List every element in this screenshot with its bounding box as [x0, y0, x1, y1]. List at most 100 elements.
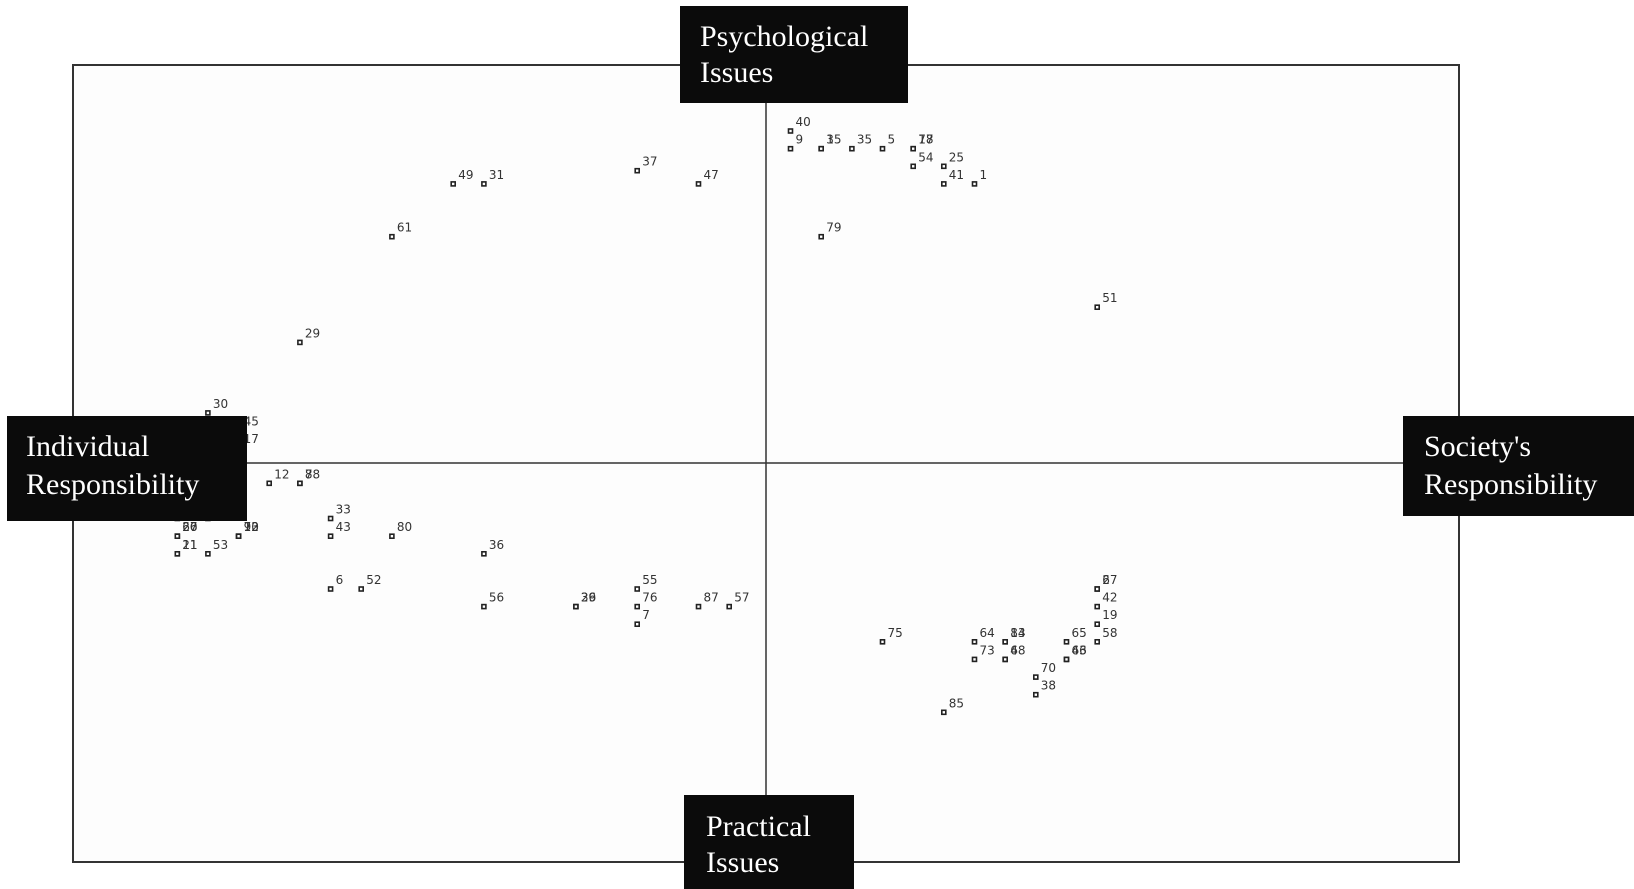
data-point-6: 6: [327, 573, 343, 592]
point-marker: [940, 181, 947, 187]
point-marker: [695, 603, 702, 610]
point-label: 30: [213, 397, 228, 411]
point-marker: [1063, 656, 1070, 663]
point-marker: [327, 515, 334, 522]
point-label: 45: [244, 415, 259, 429]
data-point-66: 66: [174, 520, 198, 540]
point-marker: [174, 533, 181, 540]
point-marker: [726, 603, 733, 610]
axis-label-right-line2: Responsibility: [1424, 468, 1597, 501]
point-marker: [327, 533, 334, 540]
data-point-25: 25: [940, 150, 964, 170]
point-marker: [940, 709, 947, 716]
data-point-76: 76: [634, 591, 657, 610]
point-marker: [1094, 586, 1100, 592]
point-label: 65: [1072, 626, 1087, 640]
point-label: 66: [182, 520, 197, 534]
point-label: 77: [918, 133, 933, 147]
point-label: 47: [704, 168, 719, 182]
point-marker: [787, 128, 794, 134]
data-point-64: 64: [971, 626, 995, 645]
data-point-56: 56: [481, 591, 504, 610]
point-marker: [481, 550, 487, 557]
point-label: 27: [182, 520, 197, 534]
point-label: 73: [980, 643, 995, 657]
point-label: 8: [305, 467, 313, 481]
axis-label-left-line1: Individual: [26, 430, 149, 463]
axis-label-right-line1: Society's: [1424, 430, 1531, 463]
point-label: 78: [305, 467, 320, 481]
data-point-61: 61: [389, 221, 412, 240]
point-marker: [174, 550, 181, 557]
point-marker: [1002, 656, 1009, 663]
point-marker: [389, 533, 395, 540]
point-label: 83: [1010, 626, 1025, 640]
data-point-1: 1: [971, 168, 988, 187]
data-point-70: 70: [1033, 661, 1056, 680]
point-marker: [849, 145, 855, 152]
point-label: 57: [734, 591, 749, 605]
data-point-63: 63: [1063, 643, 1087, 663]
point-marker: [481, 181, 487, 187]
point-label: 46: [1072, 643, 1087, 657]
data-point-85: 85: [940, 696, 964, 716]
point-label: 67: [1102, 573, 1117, 587]
point-marker: [971, 656, 978, 663]
point-marker: [695, 181, 702, 187]
point-marker: [940, 163, 947, 170]
point-label: 21: [182, 538, 197, 552]
point-label: 85: [949, 696, 964, 710]
point-label: 36: [489, 538, 504, 552]
point-label: 51: [1102, 291, 1117, 305]
data-point-19: 19: [1094, 608, 1117, 628]
axis-label-right-box: [1403, 416, 1634, 516]
data-point-40: 40: [787, 115, 811, 134]
point-label: 68: [1010, 643, 1025, 657]
point-label: 11: [182, 538, 197, 552]
point-label: 1: [980, 168, 988, 182]
point-marker: [235, 533, 242, 540]
point-label: 14: [1010, 626, 1025, 640]
data-point-87: 87: [695, 591, 719, 610]
axis-label-top-box: [680, 6, 908, 103]
data-point-35: 35: [849, 133, 872, 152]
point-label: 53: [213, 538, 228, 552]
point-marker: [879, 145, 886, 152]
point-label: 5: [888, 133, 896, 147]
data-point-68: 68: [1002, 643, 1025, 663]
point-label: 52: [366, 573, 381, 587]
point-label: 72: [244, 520, 259, 534]
point-label: 61: [397, 221, 412, 235]
point-label: 63: [1072, 643, 1087, 657]
point-label: 56: [489, 591, 504, 605]
axis-label-left: Individual Responsibility: [7, 416, 247, 521]
data-point-38: 38: [1033, 679, 1056, 698]
data-point-39: 39: [573, 591, 596, 610]
point-label: 39: [581, 591, 596, 605]
axis-label-bottom-line1: Practical: [706, 810, 811, 843]
point-label: 37: [642, 155, 657, 169]
point-marker: [1033, 674, 1039, 680]
data-point-2: 2: [1094, 573, 1110, 592]
point-label: 26: [581, 591, 596, 605]
point-label: 35: [857, 133, 872, 147]
axis-label-top-line2: Issues: [700, 56, 773, 89]
point-label: 29: [305, 326, 320, 340]
point-marker: [1094, 621, 1100, 628]
point-label: 38: [1041, 679, 1056, 693]
point-label: 19: [1102, 608, 1117, 622]
point-label: 31: [489, 168, 504, 182]
data-point-78: 78: [297, 467, 320, 487]
point-label: 42: [1102, 591, 1117, 605]
point-marker: [205, 410, 211, 416]
data-point-41: 41: [940, 168, 964, 187]
point-marker: [1002, 638, 1009, 645]
point-marker: [1033, 691, 1039, 698]
point-marker: [358, 586, 365, 592]
point-label: 15: [826, 133, 841, 147]
point-label: 80: [397, 520, 412, 534]
point-label: 7: [642, 608, 650, 622]
point-label: 18: [918, 133, 933, 147]
point-marker: [910, 163, 917, 170]
